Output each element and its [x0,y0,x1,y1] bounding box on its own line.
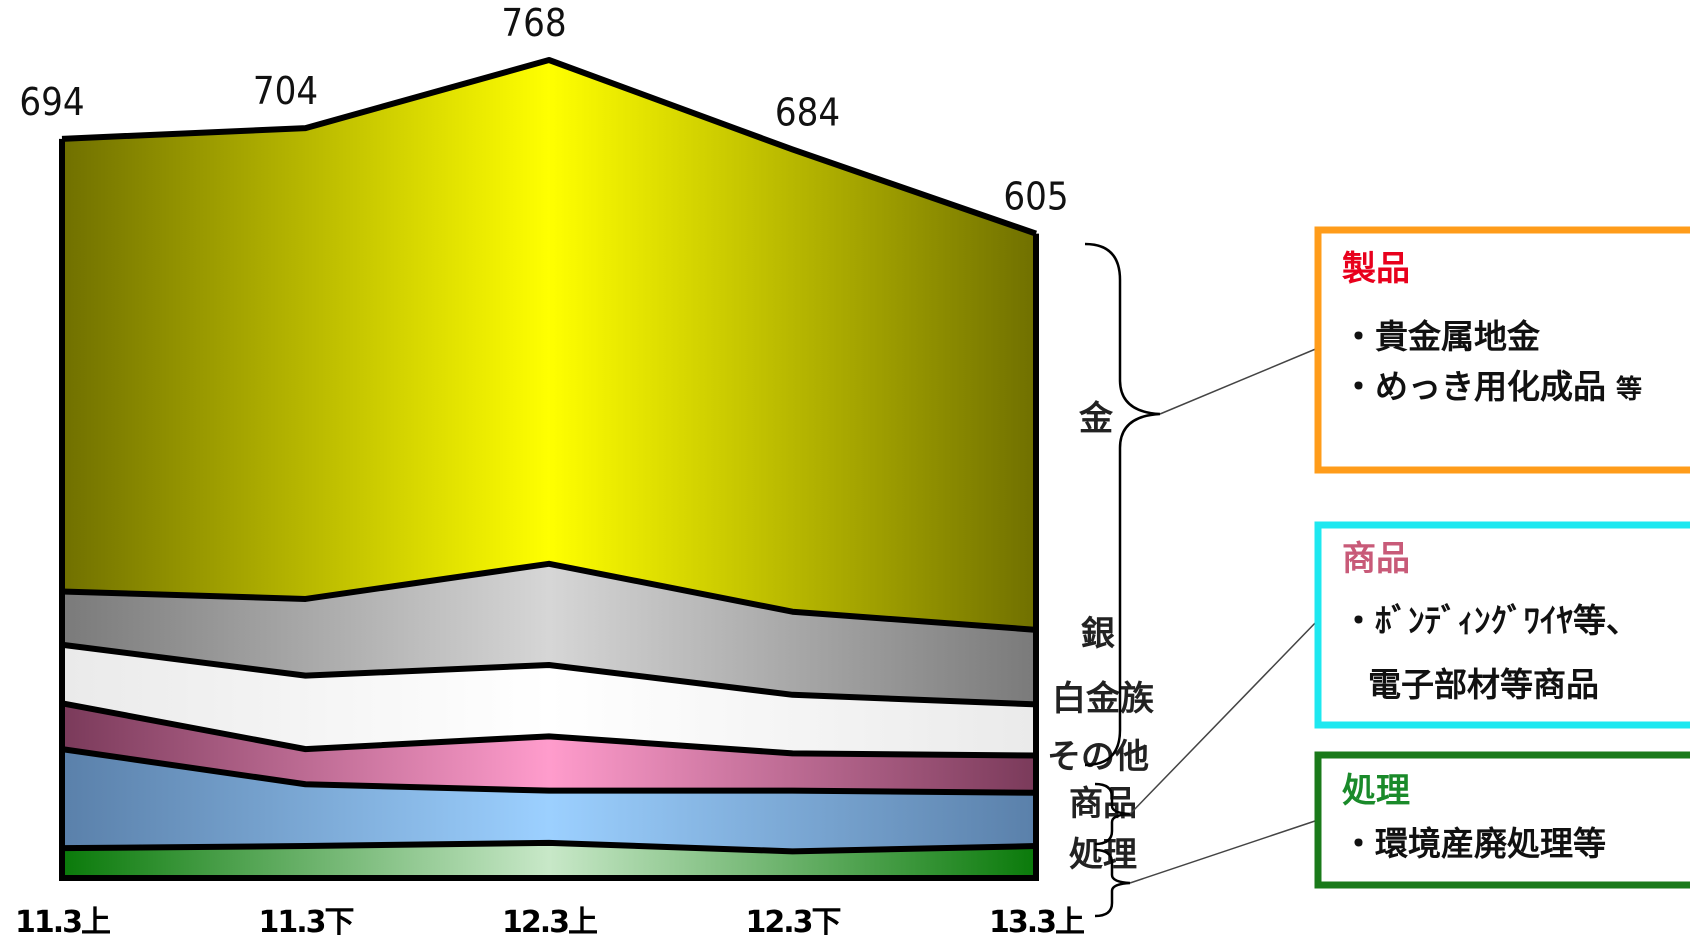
series-label: 白金族 [1052,679,1154,719]
boundary-platinum [61,641,1037,708]
goods-box-border [1314,521,1690,729]
processing-line-1: ・環境産廃処理等 [1342,824,1606,863]
x-tick-label: 12.3下 [745,905,840,940]
leader-lines [1129,347,1319,884]
series-label: 商品 [1069,784,1137,824]
series-label: 銀 [1081,614,1115,654]
total-label: 694 [19,80,84,124]
series-labels: 処理 商品 その他 白金族 銀 金 [1047,399,1154,875]
series-label: 処理 [1069,835,1137,875]
leader-goods [1129,619,1319,815]
processing-title: 処理 [1342,771,1410,811]
x-tick-label: 12.3上 [502,905,597,940]
boundary-processing [61,839,1037,855]
product-line-2-text: ・めっき用化成品 [1342,367,1606,406]
goods-line-1: ・ﾎﾞﾝﾃﾞｨﾝｸﾞﾜｲﾔ等、 [1342,601,1639,640]
group-box-product: 製品 ・貴金属地金 ・めっき用化成品等 [1314,226,1690,474]
group-box-goods: 商品 ・ﾎﾞﾝﾃﾞｨﾝｸﾞﾜｲﾔ等、 電子部材等商品 [1314,521,1690,729]
x-tick-label: 11.3上 [15,905,110,940]
goods-line-2: 電子部材等商品 [1368,665,1599,704]
product-suffix: 等 [1616,374,1642,405]
total-label: 605 [1003,175,1068,219]
total-labels: 694 704 768 684 605 [19,1,1068,219]
area-other [62,703,1036,793]
area-boundaries [59,57,1039,881]
product-line-2: ・めっき用化成品等 [1342,367,1642,406]
group-box-processing: 処理 ・環境産廃処理等 [1314,751,1690,889]
series-label: その他 [1047,737,1149,777]
series-label: 金 [1078,399,1114,439]
boundary-silver [61,560,1037,633]
processing-box-border [1314,751,1690,889]
total-label: 768 [501,1,566,45]
boundary-goods [61,746,1037,796]
area-gold [62,60,1036,630]
total-label: 704 [253,69,318,113]
x-tick-label: 13.3上 [989,905,1084,940]
area-platinum [62,644,1036,756]
product-title: 製品 [1342,249,1410,289]
chart-frame [59,138,1039,881]
boundary-other [61,700,1037,759]
x-tick-label: 11.3下 [258,905,353,940]
total-label: 684 [775,90,840,134]
brace-product [1084,242,1161,767]
boundary-gold [61,57,1037,237]
leader-processing [1129,819,1319,884]
product-box-border [1314,226,1690,474]
x-tick-labels: 11.3上 11.3下 12.3上 12.3下 13.3上 [15,905,1086,940]
goods-title: 商品 [1342,539,1410,579]
area-goods [62,749,1036,852]
product-line-1: ・貴金属地金 [1342,317,1541,356]
leader-product [1159,347,1319,415]
